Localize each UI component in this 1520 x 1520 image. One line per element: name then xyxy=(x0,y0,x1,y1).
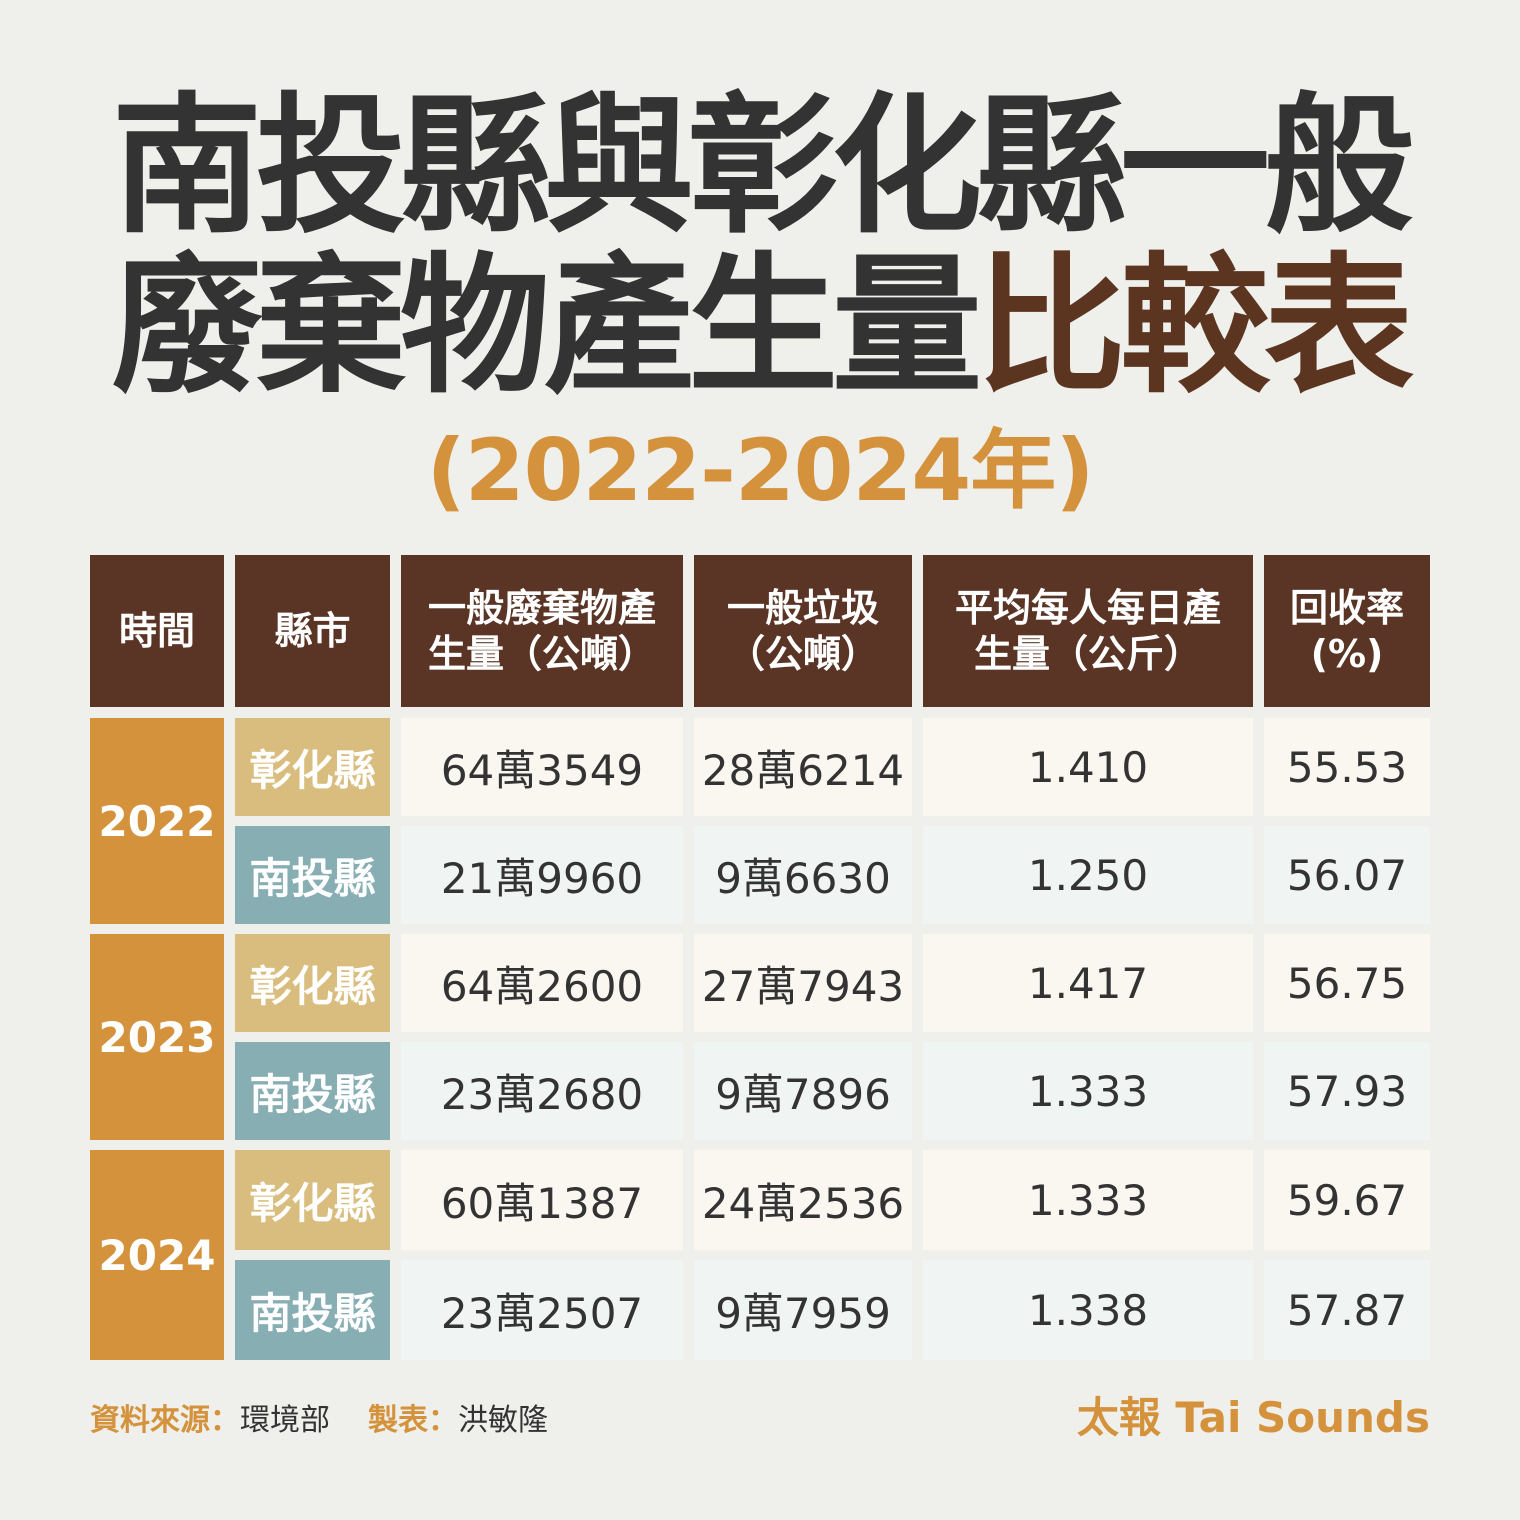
source-label: 資料來源： xyxy=(90,1403,240,1438)
footer-credits: 資料來源： 環境部 製表： 洪敏隆 xyxy=(90,1395,548,1439)
county-cell-nantou: 南投縣 xyxy=(235,826,390,924)
header-garbage: 一般垃圾 （公噸） xyxy=(694,555,912,707)
per-day-cell: 1.417 xyxy=(923,934,1253,1032)
header-recycle-line2: (%) xyxy=(1310,632,1384,676)
total-waste-cell: 60萬1387 xyxy=(401,1150,683,1250)
total-waste-cell: 23萬2507 xyxy=(401,1260,683,1360)
year-cell: 2022 xyxy=(90,718,224,924)
page-title-line1: 南投縣與彰化縣一般 xyxy=(111,80,1414,254)
per-day-cell: 1.250 xyxy=(923,826,1253,924)
recycle-rate-cell: 57.87 xyxy=(1264,1260,1430,1360)
header-garbage-line1: 一般垃圾 xyxy=(726,585,879,630)
page-title-line2: 廢棄物產生量比較表 xyxy=(0,252,1520,402)
header-county-label: 縣市 xyxy=(274,608,351,653)
maker-label: 製表： xyxy=(368,1403,458,1438)
header-recycle-line1: 回收率 xyxy=(1289,585,1404,630)
per-day-cell: 1.333 xyxy=(923,1042,1253,1140)
page-subtitle: (2022-2024年) xyxy=(426,421,1094,521)
header-perday-line2: 生量（公斤） xyxy=(973,632,1202,676)
brand-logo-text: 太報 Tai Sounds xyxy=(1076,1393,1430,1442)
total-waste-cell: 64萬3549 xyxy=(401,718,683,816)
maker-value: 洪敏隆 xyxy=(458,1403,548,1438)
total-waste-cell: 64萬2600 xyxy=(401,934,683,1032)
county-cell-changhua: 彰化縣 xyxy=(235,718,390,816)
garbage-cell: 28萬6214 xyxy=(694,718,912,816)
title-main-text: 廢棄物產生量 xyxy=(111,240,982,414)
header-total-waste: 一般廢棄物產 生量（公噸） xyxy=(401,555,683,707)
header-per-day: 平均每人每日產 生量（公斤） xyxy=(923,555,1253,707)
per-day-cell: 1.333 xyxy=(923,1150,1253,1250)
county-cell-changhua: 彰化縣 xyxy=(235,1150,390,1250)
recycle-rate-cell: 55.53 xyxy=(1264,718,1430,816)
county-cell-nantou: 南投縣 xyxy=(235,1042,390,1140)
header-total-line2: 生量（公噸） xyxy=(427,632,656,676)
garbage-cell: 9萬7896 xyxy=(694,1042,912,1140)
header-county: 縣市 xyxy=(235,555,390,707)
header-garbage-line2: （公噸） xyxy=(726,632,879,676)
recycle-rate-cell: 56.75 xyxy=(1264,934,1430,1032)
header-perday-line1: 平均每人每日產 xyxy=(954,585,1221,630)
title-highlight-text: 比較表 xyxy=(976,240,1414,414)
header-time-label: 時間 xyxy=(118,608,195,653)
year-cell: 2024 xyxy=(90,1150,224,1360)
recycle-rate-cell: 59.67 xyxy=(1264,1150,1430,1250)
source-value: 環境部 xyxy=(240,1403,330,1438)
garbage-cell: 24萬2536 xyxy=(694,1150,912,1250)
year-cell: 2023 xyxy=(90,934,224,1140)
garbage-cell: 27萬7943 xyxy=(694,934,912,1032)
header-total-line1: 一般廢棄物產 xyxy=(427,585,656,630)
garbage-cell: 9萬7959 xyxy=(694,1260,912,1360)
per-day-cell: 1.338 xyxy=(923,1260,1253,1360)
header-time: 時間 xyxy=(90,555,224,707)
county-cell-changhua: 彰化縣 xyxy=(235,934,390,1032)
garbage-cell: 9萬6630 xyxy=(694,826,912,924)
total-waste-cell: 21萬9960 xyxy=(401,826,683,924)
total-waste-cell: 23萬2680 xyxy=(401,1042,683,1140)
header-recycle-rate: 回收率 (%) xyxy=(1264,555,1430,707)
recycle-rate-cell: 57.93 xyxy=(1264,1042,1430,1140)
county-cell-nantou: 南投縣 xyxy=(235,1260,390,1360)
per-day-cell: 1.410 xyxy=(923,718,1253,816)
recycle-rate-cell: 56.07 xyxy=(1264,826,1430,924)
